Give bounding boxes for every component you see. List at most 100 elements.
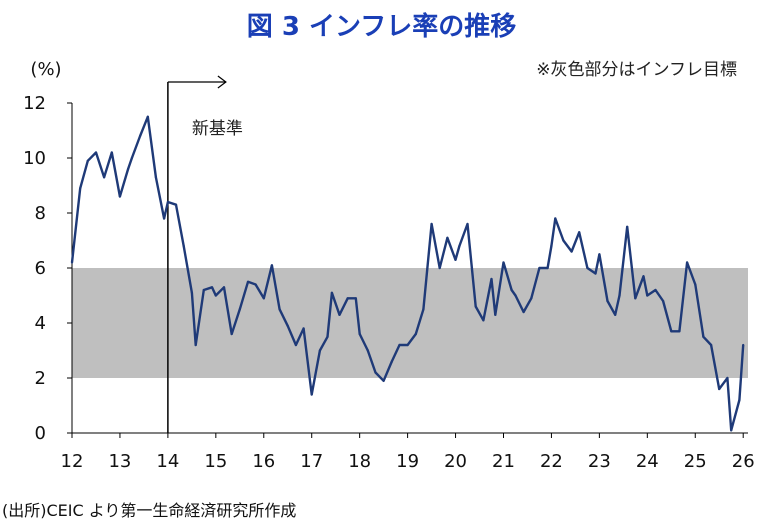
data-point: [118, 195, 121, 198]
data-point: [686, 261, 689, 264]
data-point: [139, 134, 142, 138]
data-point: [654, 288, 657, 292]
data-point: [366, 349, 369, 352]
y-tick-label: 0: [35, 423, 46, 444]
data-point: [194, 343, 197, 347]
data-point: [398, 343, 401, 347]
data-point: [346, 297, 349, 300]
x-tick-label: 21: [492, 451, 515, 472]
data-point: [454, 258, 457, 261]
data-point: [254, 283, 257, 286]
data-point: [278, 308, 281, 311]
data-point: [382, 379, 385, 382]
data-point: [214, 294, 217, 297]
data-point: [446, 236, 449, 239]
data-point: [474, 305, 477, 308]
data-point: [546, 266, 549, 270]
data-point: [374, 371, 377, 374]
data-point: [103, 176, 106, 179]
x-tick-label: 19: [396, 451, 419, 472]
data-point: [538, 266, 541, 270]
data-point: [354, 297, 357, 300]
y-tick-label: 6: [35, 258, 46, 279]
data-point: [202, 288, 205, 292]
data-point: [270, 264, 273, 267]
data-point: [466, 222, 469, 226]
data-point: [222, 286, 226, 289]
x-tick-label: 13: [108, 451, 131, 472]
data-point: [502, 261, 505, 264]
data-point: [438, 266, 441, 270]
data-point: [570, 250, 573, 253]
data-point: [154, 176, 157, 179]
data-point: [174, 203, 178, 206]
y-axis-unit-label: (%): [30, 59, 61, 80]
data-point: [210, 286, 214, 289]
data-point: [514, 294, 517, 297]
data-point: [662, 299, 665, 303]
data-point: [230, 332, 233, 336]
data-point: [490, 277, 493, 281]
data-point: [146, 115, 149, 118]
data-point: [702, 335, 705, 338]
x-tick-label: 24: [636, 451, 659, 472]
data-point: [79, 187, 82, 190]
data-point: [550, 244, 553, 248]
data-point: [522, 310, 525, 314]
data-point: [730, 429, 733, 432]
x-tick-label: 20: [444, 451, 467, 472]
x-axis: 12 13 14 15 16 17 18 19 20 21 22 23 24 25 26: [61, 432, 755, 472]
data-point: [166, 200, 169, 204]
data-point: [614, 313, 617, 316]
inflation-target-band: [72, 268, 748, 378]
x-tick-label: 22: [540, 451, 563, 472]
data-point: [70, 261, 74, 264]
data-point: [163, 217, 166, 220]
data-point: [330, 291, 333, 294]
chart-title: 図 3 インフレ率の推移: [246, 12, 517, 42]
y-tick-label: 8: [35, 203, 46, 224]
data-point: [86, 159, 89, 162]
data-point: [390, 360, 393, 363]
data-point: [238, 308, 241, 311]
x-tick-label: 25: [684, 451, 707, 472]
data-point: [110, 151, 113, 154]
y-tick-label: 4: [35, 313, 46, 334]
data-point: [646, 294, 649, 297]
y-tick-label: 10: [23, 148, 46, 169]
target-band-note: ※灰色部分はインフレ目標: [536, 60, 737, 80]
data-point: [482, 319, 485, 322]
data-point: [294, 343, 297, 347]
data-point: [326, 335, 329, 338]
data-point: [554, 217, 557, 220]
data-point: [302, 327, 305, 330]
data-point: [130, 156, 133, 160]
y-tick-label: 12: [23, 93, 46, 114]
data-point: [670, 330, 673, 333]
data-point: [742, 343, 745, 347]
source-note: (出所)CEIC より第一生命経済研究所作成: [2, 501, 297, 520]
x-tick-label: 18: [348, 451, 371, 472]
data-point: [594, 272, 597, 275]
data-point: [458, 244, 461, 248]
data-point: [562, 239, 565, 242]
y-tick-label: 2: [35, 368, 46, 389]
data-point: [530, 297, 533, 300]
new-standard-label: 新基準: [192, 119, 243, 139]
data-point: [246, 280, 250, 283]
data-point: [642, 275, 645, 278]
data-point: [678, 330, 681, 333]
x-tick-label: 12: [61, 451, 84, 472]
x-tick-label: 14: [156, 451, 179, 472]
data-point: [127, 167, 130, 171]
data-point: [262, 297, 265, 300]
data-point: [338, 313, 341, 316]
data-point: [182, 244, 185, 248]
data-point: [318, 349, 321, 352]
data-point: [694, 283, 697, 286]
x-tick-label: 17: [300, 451, 323, 472]
data-point: [310, 393, 313, 396]
data-point: [598, 253, 601, 256]
data-point: [618, 294, 621, 297]
x-tick-label: 26: [732, 451, 755, 472]
